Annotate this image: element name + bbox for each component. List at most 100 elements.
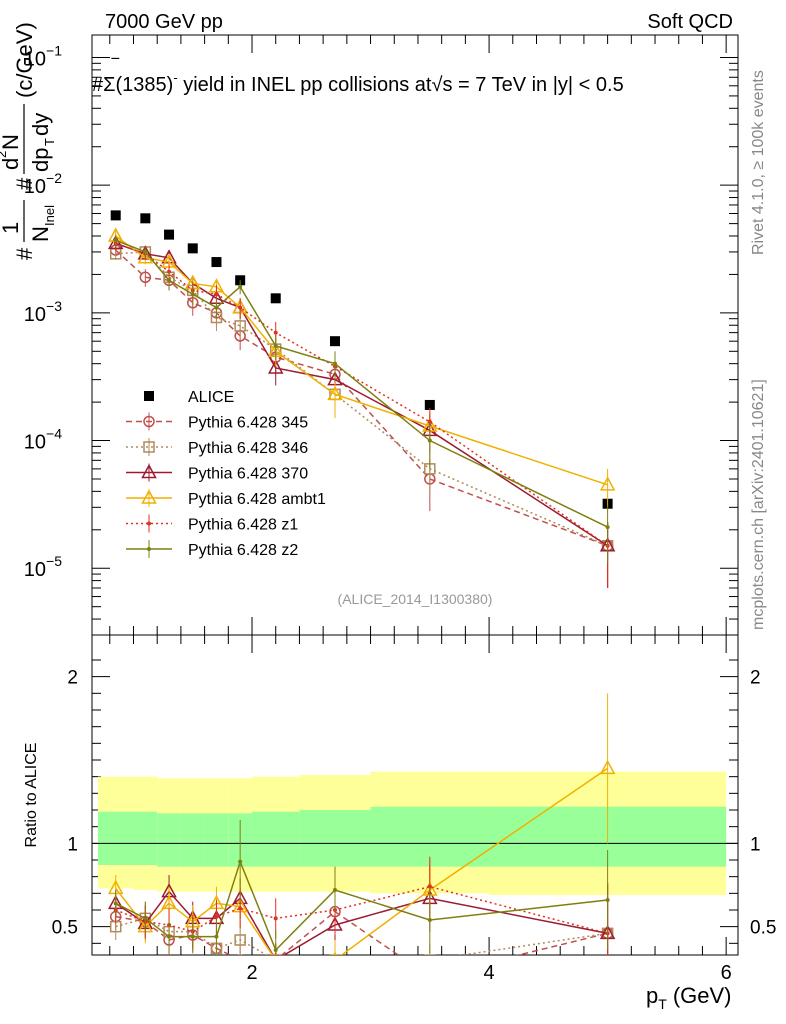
inner-band-bin [97, 811, 134, 865]
series-z2 [113, 234, 610, 563]
ratio-panel-frame [91, 634, 739, 956]
z2-point [214, 305, 219, 310]
p370-ratio-line [115, 890, 608, 955]
legend: ALICE Pythia 6.428 345 Pythia 6.428 346 Pyt… [126, 389, 326, 559]
mcplots-label: mcplots.cern.ch [arXiv:2401.10621] [750, 379, 767, 630]
inner-band-bin [133, 811, 158, 865]
inner-band-bin [299, 810, 371, 867]
z2-ratio-point [332, 888, 337, 892]
svg-text:#: # [12, 247, 37, 260]
legend-marker [144, 391, 154, 401]
ratio-data-layer [107, 693, 616, 982]
legend-label: Pythia 6.428 370 [188, 466, 308, 483]
x-axis-label: pT (GeV) [646, 983, 732, 1012]
z1-point [238, 305, 243, 310]
alice-point [270, 293, 281, 304]
alice-point [211, 257, 222, 268]
z2-point [238, 284, 243, 289]
legend-marker [141, 489, 157, 504]
z2-point [113, 238, 118, 243]
ratio-y-tick-label: 0.5 [52, 918, 78, 939]
p370-point [267, 359, 284, 374]
z2-point [273, 344, 278, 349]
series-ambt1 [107, 227, 616, 508]
p346-line [115, 251, 608, 547]
z2-ratio-line [115, 859, 608, 952]
p345-ratio-line [115, 910, 608, 955]
x-tick-label: 6 [721, 962, 732, 984]
svg-text:1: 1 [0, 222, 23, 234]
legend-entry-alice: ALICE [144, 389, 234, 406]
uncertainty-bands [92, 771, 738, 895]
legend-entry-z2: Pythia 6.428 z2 [126, 540, 298, 559]
z2-point [605, 525, 610, 530]
p346-point [234, 320, 246, 332]
energy-label: 7000 GeV pp [105, 11, 223, 33]
z2-ratio-point [238, 859, 243, 864]
p346-ratio-point [329, 954, 341, 955]
z2-line [115, 239, 608, 528]
z2-ratio-point [427, 918, 432, 922]
z2-ratio-point [113, 901, 118, 906]
p345-ratio-point [272, 954, 279, 955]
p345-ratio-point [237, 954, 243, 955]
legend-label: Pythia 6.428 z1 [188, 517, 298, 534]
ratio-series-group [107, 693, 616, 982]
series-p345 [109, 244, 614, 589]
main-plot-title: #Σ(1385)- yield in INEL pp collisions at… [92, 70, 624, 96]
z2-ratio-point [273, 948, 278, 952]
main-y-tick-label: 10−3 [24, 298, 62, 326]
ratio-y-tick-label-right: 2 [750, 668, 761, 689]
main-y-axis-label: # 1 N Inel # d 2 N dp T dy (c/GeV) [0, 22, 57, 260]
svg-text:2: 2 [0, 151, 9, 158]
inner-band-bin [204, 813, 229, 867]
z1-point [214, 292, 219, 297]
main-y-tick-label: 10−2 [24, 170, 62, 198]
ratio-y-tick-label: 2 [67, 668, 78, 689]
z1-ratio-line [115, 885, 608, 935]
z2-point [332, 361, 337, 366]
svg-text:N: N [28, 226, 53, 242]
x-tick-label: 2 [246, 962, 257, 984]
z2-point [190, 292, 195, 297]
legend-label: Pythia 6.428 ambt1 [188, 491, 326, 508]
z1-ratio-point [273, 916, 278, 921]
z1-ratio-point [238, 906, 243, 911]
process-label: Soft QCD [647, 11, 733, 33]
ambt1-point [327, 385, 343, 401]
legend-entry-z1: Pythia 6.428 z1 [126, 514, 298, 534]
ratio-series-z2 [113, 820, 610, 955]
svg-text:Inel: Inel [42, 205, 57, 226]
legend-label: Pythia 6.428 345 [188, 415, 308, 432]
legend-marker [147, 547, 151, 551]
p346-ratio-point [424, 954, 436, 955]
main-axis-ticks: 10−5 10−4 10−3 10−2 10−1 [24, 35, 738, 636]
legend-entry-p370: Pythia 6.428 370 [126, 463, 308, 483]
alice-point [140, 213, 151, 224]
z1-point [273, 330, 278, 335]
ambt1-ratio-line [115, 767, 609, 955]
ratio-y-tick-label: 1 [67, 834, 78, 855]
ratio-series-p345 [109, 883, 614, 982]
inner-band-bin [180, 813, 205, 867]
svg-text:dp: dp [28, 148, 53, 172]
main-y-tick-label: 10−4 [24, 426, 62, 454]
legend-marker [147, 521, 151, 526]
z2-point [167, 278, 172, 283]
rivet-label: Rivet 4.1.0, ≥ 100k events [750, 70, 767, 255]
inner-band-bin [252, 811, 300, 867]
legend-entry-ambt1: Pythia 6.428 ambt1 [126, 489, 326, 508]
svg-text:(c/GeV): (c/GeV) [12, 22, 37, 98]
x-tick-label: 4 [484, 962, 495, 984]
title-overbar: ‾ [111, 57, 120, 79]
main-y-tick-label: 10−1 [24, 42, 62, 70]
legend-marker [143, 415, 155, 428]
z2-ratio-point [605, 898, 610, 902]
z2-ratio-point [143, 916, 148, 921]
p345-line [115, 249, 608, 547]
p345-ratio-point [425, 972, 435, 982]
alice-point [329, 336, 340, 347]
svg-text:#: # [12, 177, 37, 190]
p370-line [115, 242, 609, 547]
ratio-y-tick-label-right: 0.5 [750, 918, 776, 939]
